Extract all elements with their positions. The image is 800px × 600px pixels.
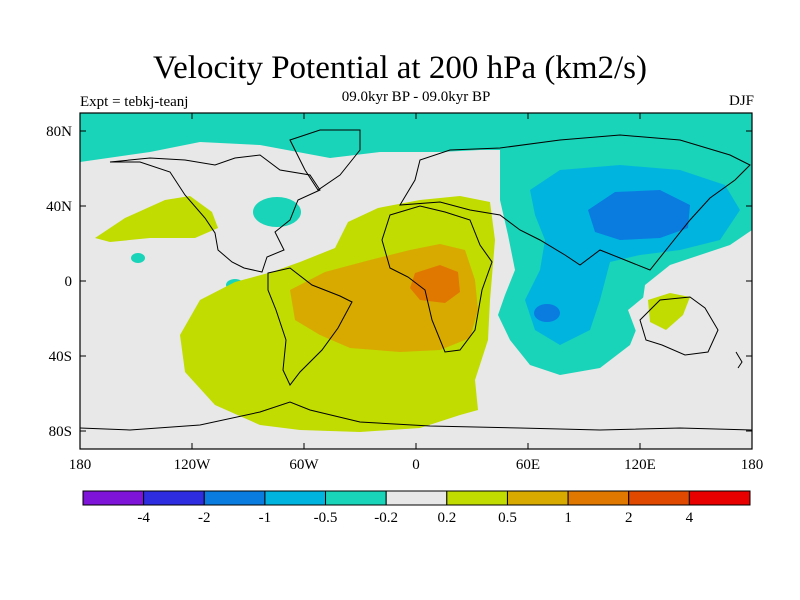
lat-label-0: 0 (65, 274, 73, 290)
colorbar-label: -0.5 (314, 510, 338, 526)
colorbar-label: 4 (686, 510, 694, 526)
eurasia-outline (399, 134, 751, 271)
north-atlantic-negative (253, 197, 301, 227)
colorbar-swatch (82, 490, 145, 506)
colorbar: -4 -2 -1 -0.5 -0.2 0.2 0.5 1 2 4 (82, 490, 751, 526)
asia-negative-1 (588, 190, 690, 240)
africa-outline (381, 205, 493, 353)
colorbar-swatch (203, 490, 266, 506)
map-field (80, 113, 752, 449)
lon-ticks (79, 113, 753, 449)
colorbar-swatch (628, 490, 690, 506)
colorbar-swatch (688, 490, 751, 506)
colorbar-label: 0.5 (498, 510, 517, 526)
lon-label-120w: 120W (174, 457, 212, 473)
colorbar-swatch (446, 490, 508, 506)
colorbar-label: -2 (198, 510, 211, 526)
colorbar-label: 0.2 (437, 510, 456, 526)
arctic-negative-region (80, 113, 752, 185)
lat-label-40s: 40S (49, 349, 72, 365)
lon-label-180e: 180 (741, 457, 764, 473)
chart-subtitle: 09.0kyr BP - 09.0kyr BP (341, 89, 491, 105)
pacific-small-negative-2 (131, 253, 145, 263)
colorbar-label: 2 (625, 510, 633, 526)
lon-label-0: 0 (412, 457, 420, 473)
lat-label-80n: 80N (46, 124, 72, 140)
experiment-label: Expt = tebkj-teanj (80, 94, 189, 110)
lon-label-60e: 60E (516, 457, 540, 473)
ni-zealand-outline (735, 351, 743, 369)
lat-label-80s: 80S (49, 424, 72, 440)
colorbar-swatch (567, 490, 630, 506)
coastlines (80, 129, 752, 431)
colorbar-label: 1 (564, 510, 572, 526)
australia-positive-02 (648, 293, 690, 330)
antarctica-outline (80, 401, 752, 431)
greenland-outline (289, 129, 361, 191)
colorbar-label: -0.2 (374, 510, 398, 526)
lon-label-120e: 120E (624, 457, 656, 473)
colorbar-label: -4 (137, 510, 150, 526)
colorbar-swatch (506, 490, 569, 506)
south-america-outline (267, 267, 353, 386)
colorbar-swatch (264, 490, 327, 506)
colorbar-label: -1 (259, 510, 272, 526)
lat-label-40n: 40N (46, 199, 72, 215)
north-america-outline (109, 154, 321, 273)
colorbar-swatch (143, 490, 205, 506)
lon-label-180w: 180 (69, 457, 92, 473)
north-pacific-positive (95, 196, 218, 242)
australia-outline (639, 296, 719, 356)
indian-ocean-negative-1 (534, 304, 560, 322)
colorbar-swatch (385, 490, 448, 506)
lat-ticks (80, 130, 752, 432)
colorbar-swatch (325, 490, 387, 506)
season-label: DJF (728, 93, 754, 109)
chart-title: Velocity Potential at 200 hPa (km2/s) (152, 50, 648, 86)
main-positive-1 (410, 265, 460, 303)
lon-label-60w: 60W (289, 457, 319, 473)
